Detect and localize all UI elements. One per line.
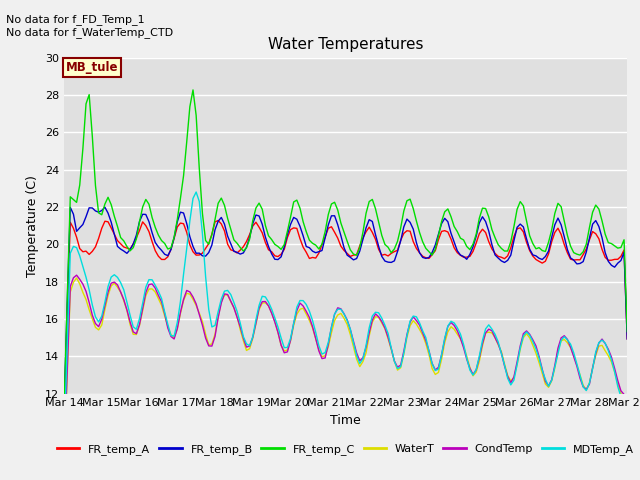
Title: Water Temperatures: Water Temperatures xyxy=(268,37,423,52)
X-axis label: Time: Time xyxy=(330,414,361,427)
Legend: FR_temp_A, FR_temp_B, FR_temp_C, WaterT, CondTemp, MDTemp_A: FR_temp_A, FR_temp_B, FR_temp_C, WaterT,… xyxy=(52,440,639,459)
Text: No data for f_FD_Temp_1
No data for f_WaterTemp_CTD: No data for f_FD_Temp_1 No data for f_Wa… xyxy=(6,14,173,38)
Y-axis label: Temperature (C): Temperature (C) xyxy=(26,175,39,276)
Text: MB_tule: MB_tule xyxy=(66,61,118,74)
